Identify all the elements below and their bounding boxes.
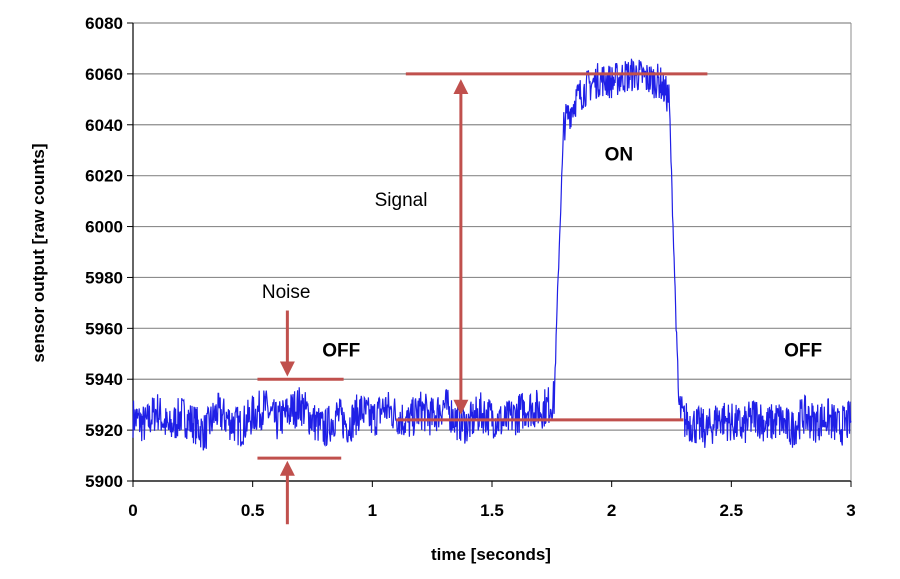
y-axis-title: sensor output [raw counts] bbox=[29, 143, 48, 362]
tick-labels: 5900 5920 5940 5960 5980 6000 6020 6040 6060 6080… bbox=[85, 14, 856, 520]
x-tick-label: 3 bbox=[846, 501, 855, 520]
on-label: ON bbox=[605, 144, 634, 165]
x-tick-label: 1.5 bbox=[480, 501, 504, 520]
y-tick-label: 6040 bbox=[85, 116, 123, 135]
signal-label: Signal bbox=[375, 190, 428, 211]
off-label-right: OFF bbox=[784, 340, 822, 361]
y-tick-label: 6020 bbox=[85, 167, 123, 186]
y-tick-label: 5920 bbox=[85, 421, 123, 440]
plot-frame bbox=[127, 22, 852, 487]
y-tick-label: 5940 bbox=[85, 370, 123, 389]
series-layer bbox=[132, 58, 852, 451]
noise-label: Noise bbox=[262, 282, 311, 303]
series-0-line bbox=[132, 58, 852, 451]
y-tick-label: 5900 bbox=[85, 472, 123, 491]
y-tick-label: 5960 bbox=[85, 319, 123, 338]
x-tick-label: 0.5 bbox=[241, 501, 265, 520]
x-tick-label: 0 bbox=[128, 501, 137, 520]
x-axis-title: time [seconds] bbox=[431, 545, 551, 564]
y-tick-label: 6000 bbox=[85, 218, 123, 237]
y-tick-label: 5980 bbox=[85, 268, 123, 287]
x-tick-label: 1 bbox=[368, 501, 377, 520]
annotation-layer: Signal Noise OFF ON OFF bbox=[257, 72, 822, 525]
x-tick-label: 2.5 bbox=[720, 501, 744, 520]
y-tick-label: 6060 bbox=[85, 65, 123, 84]
y-tick-label: 6080 bbox=[85, 14, 123, 33]
off-label-left: OFF bbox=[322, 340, 360, 361]
x-tick-label: 2 bbox=[607, 501, 616, 520]
